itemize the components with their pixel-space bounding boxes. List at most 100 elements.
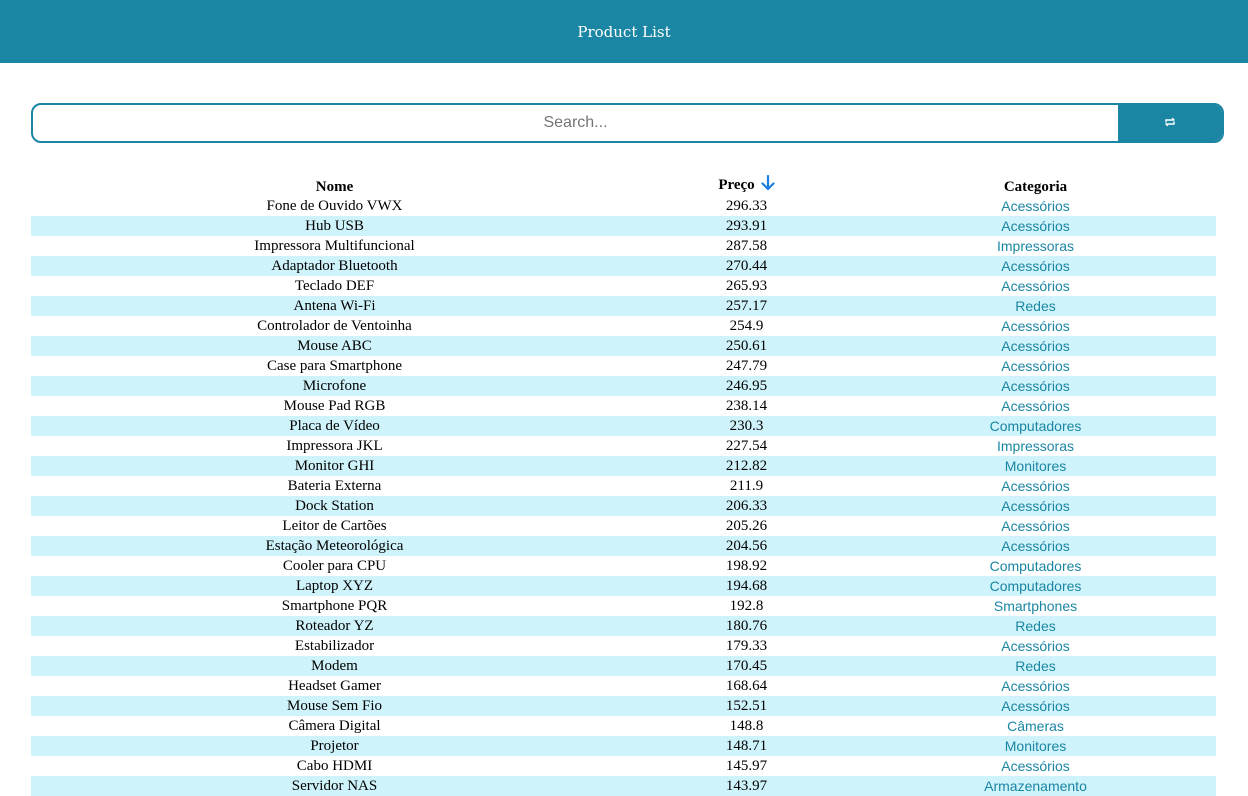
- product-name-cell: Fone de Ouvido VWX: [266, 198, 403, 214]
- product-name-cell: Hub USB: [31, 216, 638, 236]
- product-name-cell: Placa de Vídeo: [31, 416, 638, 436]
- product-category-cell: Acessórios: [1001, 398, 1070, 414]
- product-price-cell: 152.51: [638, 696, 855, 716]
- product-category-cell: Acessórios: [855, 216, 1216, 236]
- product-price-cell: 198.92: [725, 558, 768, 574]
- product-category-cell: Computadores: [855, 576, 1216, 596]
- product-price-cell: 265.93: [725, 278, 768, 294]
- product-table-container: Nome Preço Categoria F: [31, 170, 1216, 796]
- table-row[interactable]: Cabo HDMI 145.97 Acessórios: [31, 756, 1216, 776]
- product-category-cell: Acessórios: [855, 336, 1216, 356]
- table-row[interactable]: Mouse Pad RGB 238.14 Acessórios: [31, 396, 1216, 416]
- product-name-cell: Adaptador Bluetooth: [31, 256, 638, 276]
- product-category-cell: Impressoras: [996, 438, 1075, 454]
- product-price-cell: 227.54: [725, 438, 768, 454]
- table-row[interactable]: Impressora JKL 227.54 Impressoras: [31, 436, 1216, 456]
- product-name-cell: Leitor de Cartões: [282, 518, 387, 534]
- table-row[interactable]: Adaptador Bluetooth 270.44 Acessórios: [31, 256, 1216, 276]
- table-row[interactable]: Smartphone PQR 192.8 Smartphones: [31, 596, 1216, 616]
- table-row[interactable]: Dock Station 206.33 Acessórios: [31, 496, 1216, 516]
- column-header-category[interactable]: Categoria: [1003, 179, 1068, 195]
- product-category-cell: Acessórios: [855, 256, 1216, 276]
- product-name-cell: Headset Gamer: [288, 678, 381, 694]
- product-category-cell: Acessórios: [1001, 638, 1070, 654]
- product-category-cell: Armazenamento: [855, 776, 1216, 796]
- table-row[interactable]: Mouse ABC 250.61 Acessórios: [31, 336, 1216, 356]
- product-category-cell: Monitores: [855, 736, 1216, 756]
- table-row[interactable]: Leitor de Cartões 205.26 Acessórios: [31, 516, 1216, 536]
- product-category-cell: Acessórios: [1001, 318, 1070, 334]
- table-row[interactable]: Controlador de Ventoinha 254.9 Acessórios: [31, 316, 1216, 336]
- table-row[interactable]: Roteador YZ 180.76 Redes: [31, 616, 1216, 636]
- product-category-cell: Acessórios: [855, 696, 1216, 716]
- product-price-cell: 148.8: [729, 718, 764, 734]
- table-row[interactable]: Projetor 148.71 Monitores: [31, 736, 1216, 756]
- product-category-cell: Acessórios: [1001, 478, 1070, 494]
- table-row[interactable]: Headset Gamer 168.64 Acessórios: [31, 676, 1216, 696]
- product-price-cell: 148.71: [638, 736, 855, 756]
- product-price-cell: 145.97: [725, 758, 768, 774]
- table-row[interactable]: Impressora Multifuncional 287.58 Impressor…: [31, 236, 1216, 256]
- table-row[interactable]: Cooler para CPU 198.92 Computadores: [31, 556, 1216, 576]
- table-row[interactable]: Teclado DEF 265.93 Acessórios: [31, 276, 1216, 296]
- product-category-cell: Acessórios: [855, 376, 1216, 396]
- table-row[interactable]: Fone de Ouvido VWX 296.33 Acessórios: [31, 196, 1216, 216]
- table-row[interactable]: Case para Smartphone 247.79 Acessórios: [31, 356, 1216, 376]
- product-price-cell: 247.79: [725, 358, 768, 374]
- product-name-cell: Dock Station: [31, 496, 638, 516]
- product-name-cell: Impressora JKL: [286, 438, 383, 454]
- product-price-cell: 180.76: [638, 616, 855, 636]
- table-row[interactable]: Estação Meteorológica 204.56 Acessórios: [31, 536, 1216, 556]
- product-name-cell: Estabilizador: [294, 638, 375, 654]
- product-price-cell: 230.3: [638, 416, 855, 436]
- product-name-cell: Bateria Externa: [287, 478, 382, 494]
- table-row[interactable]: Antena Wi-Fi 257.17 Redes: [31, 296, 1216, 316]
- table-row[interactable]: Modem 170.45 Redes: [31, 656, 1216, 676]
- product-name-cell: Laptop XYZ: [31, 576, 638, 596]
- table-row[interactable]: Placa de Vídeo 230.3 Computadores: [31, 416, 1216, 436]
- product-name-cell: Teclado DEF: [294, 278, 375, 294]
- table-row[interactable]: Estabilizador 179.33 Acessórios: [31, 636, 1216, 656]
- product-price-cell: 246.95: [638, 376, 855, 396]
- product-category-cell: Acessórios: [1001, 198, 1070, 214]
- product-price-cell: 204.56: [638, 536, 855, 556]
- product-category-cell: Smartphones: [993, 598, 1078, 614]
- product-price-cell: 143.97: [638, 776, 855, 796]
- product-name-cell: Microfone: [31, 376, 638, 396]
- product-price-cell: 194.68: [638, 576, 855, 596]
- table-row[interactable]: Monitor GHI 212.82 Monitores: [31, 456, 1216, 476]
- product-category-cell: Câmeras: [1007, 718, 1064, 734]
- product-price-cell: 257.17: [638, 296, 855, 316]
- product-price-cell: 206.33: [638, 496, 855, 516]
- product-price-cell: 270.44: [638, 256, 855, 276]
- table-row[interactable]: Servidor NAS 143.97 Armazenamento: [31, 776, 1216, 796]
- product-price-cell: 238.14: [725, 398, 768, 414]
- column-header-name[interactable]: Nome: [315, 179, 354, 195]
- product-category-cell: Computadores: [855, 416, 1216, 436]
- product-category-cell: Acessórios: [1001, 518, 1070, 534]
- product-name-cell: Cabo HDMI: [296, 758, 373, 774]
- search-input[interactable]: [33, 105, 1118, 141]
- product-name-cell: Case para Smartphone: [267, 358, 402, 374]
- product-price-cell: 170.45: [638, 656, 855, 676]
- product-price-cell: 192.8: [729, 598, 764, 614]
- product-table: Nome Preço Categoria F: [31, 170, 1216, 796]
- table-row[interactable]: Mouse Sem Fio 152.51 Acessórios: [31, 696, 1216, 716]
- product-category-cell: Acessórios: [1001, 358, 1070, 374]
- product-name-cell: Smartphone PQR: [281, 598, 388, 614]
- product-price-cell: 287.58: [725, 238, 768, 254]
- table-row[interactable]: Laptop XYZ 194.68 Computadores: [31, 576, 1216, 596]
- product-name-cell: Mouse Sem Fio: [31, 696, 638, 716]
- table-row[interactable]: Câmera Digital 148.8 Câmeras: [31, 716, 1216, 736]
- table-row[interactable]: Bateria Externa 211.9 Acessórios: [31, 476, 1216, 496]
- column-header-price[interactable]: Preço: [638, 170, 855, 196]
- product-price-cell: 293.91: [638, 216, 855, 236]
- product-name-cell: Monitor GHI: [31, 456, 638, 476]
- search-bar: [31, 103, 1224, 143]
- product-name-cell: Antena Wi-Fi: [31, 296, 638, 316]
- table-row[interactable]: Hub USB 293.91 Acessórios: [31, 216, 1216, 236]
- page-title: Product List: [577, 22, 671, 41]
- table-row[interactable]: Microfone 246.95 Acessórios: [31, 376, 1216, 396]
- product-category-cell: Impressoras: [996, 238, 1075, 254]
- search-button[interactable]: [1118, 105, 1222, 141]
